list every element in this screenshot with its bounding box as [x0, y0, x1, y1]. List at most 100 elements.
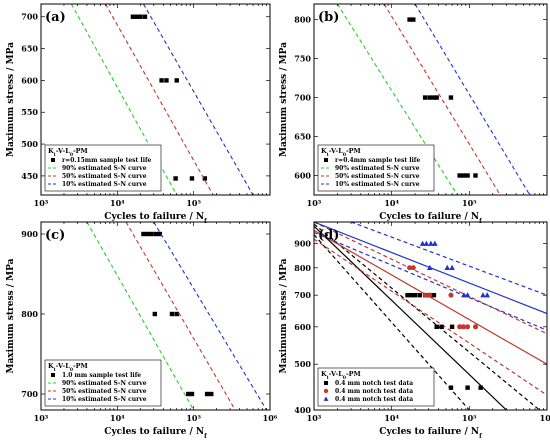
x-tick-label: 10⁴	[110, 413, 125, 423]
legend-entry: 0.4 mm notch test data	[335, 388, 413, 395]
data-point	[457, 173, 462, 178]
y-axis-label: Maximum stress / MPa	[279, 42, 289, 157]
data-point	[480, 292, 486, 298]
y-tick-label: 600	[294, 171, 311, 181]
y-tick-label: 400	[294, 405, 311, 415]
data-point	[412, 292, 418, 298]
plot-frame	[313, 3, 548, 196]
panel-3: 10³ 10⁴ 10⁵ 10⁶ 700 800 900 Cycles to failure /…	[6, 221, 278, 440]
data-point	[189, 391, 195, 397]
y-tick-label: 700	[21, 389, 38, 399]
legend-entry: 90% estimated S-N curve	[62, 380, 147, 387]
legend-entry: 50% estimated S-N curve	[335, 173, 420, 180]
y-tick-label: 600	[294, 322, 311, 332]
legend-title: Kt-V-L0-PM	[48, 362, 88, 373]
data-point	[473, 173, 478, 178]
x-tick-label: 10⁵	[462, 413, 477, 423]
data-point	[465, 324, 471, 330]
data-point	[423, 240, 430, 246]
y-tick-label: 800	[21, 309, 38, 319]
data-point	[434, 95, 439, 100]
data-point	[169, 311, 175, 317]
x-tick-label: 10⁶	[263, 413, 278, 423]
data-point	[407, 17, 412, 22]
plot-frame	[313, 221, 548, 411]
data-point	[410, 265, 416, 271]
legend-swatch	[323, 388, 329, 394]
y-axis-label: Maximum stress / MPa	[6, 42, 16, 157]
data-point	[472, 324, 478, 330]
data-point	[174, 311, 179, 317]
y-tick-label: 800	[294, 263, 311, 273]
legend-swatch	[324, 158, 328, 162]
data-point	[427, 264, 433, 270]
sn-curve-line	[153, 222, 267, 410]
y-tick-label: 750	[294, 54, 311, 64]
y-tick-label: 700	[294, 290, 311, 300]
x-axis-label-subscript: f	[479, 218, 482, 225]
data-point	[434, 324, 439, 330]
panel-label: (d)	[318, 228, 339, 243]
data-point	[209, 391, 214, 397]
data-point	[448, 95, 454, 100]
plot-frame	[40, 221, 271, 411]
data-point	[407, 265, 413, 271]
data-point	[449, 264, 455, 270]
sn-fit-line	[314, 225, 507, 410]
x-tick-label: 10⁴	[384, 413, 399, 423]
y-tick-label: 500	[21, 139, 38, 149]
data-point	[174, 78, 179, 83]
data-point	[439, 324, 444, 330]
x-tick-label: 10⁴	[110, 198, 125, 208]
x-tick-label: 10³	[34, 198, 49, 208]
sn-curve-line	[70, 4, 178, 195]
y-tick-label: 900	[294, 239, 311, 249]
data-point	[186, 391, 191, 397]
x-axis-label-subscript: f	[204, 218, 207, 225]
x-tick-label: 10⁴	[384, 198, 399, 208]
plot-frame	[40, 3, 271, 196]
sn-curve-line	[142, 4, 254, 195]
y-tick-label: 650	[294, 132, 311, 142]
panel-2: 10³ 10⁴ 10⁵ 600 650 700 750 800 Cycles to failur…	[279, 3, 548, 225]
data-point	[427, 292, 433, 298]
data-point	[419, 240, 426, 246]
legend-entry: 90% estimated S-N curve	[62, 165, 147, 172]
data-point	[478, 385, 483, 390]
legend-box	[44, 359, 162, 407]
x-tick-label: 10⁶	[540, 413, 550, 423]
data-point	[189, 176, 195, 181]
x-tick-label: 10³	[307, 198, 322, 208]
plot-area	[336, 4, 531, 195]
sn-fit-line	[314, 238, 547, 396]
plot-area	[314, 222, 547, 410]
sn-curve-line	[414, 4, 531, 195]
legend-swatch	[323, 396, 329, 401]
sn-curve-line	[86, 222, 195, 410]
panel-4: 10³ 10⁴ 10⁵ 10⁶ 400 500 600 700 800 900 Cycles to …	[279, 221, 550, 440]
legend-title: Kt-V-L0-PM	[48, 147, 88, 158]
panel-1: 10³ 10⁴ 10⁵ 450 500 550 600 650 700 Cycles to fai…	[6, 3, 271, 225]
data-point	[465, 173, 470, 178]
y-axis-label: Maximum stress / MPa	[279, 258, 289, 373]
legend-entry: 10% estimated S-N curve	[335, 181, 420, 188]
sn-curve-line	[105, 4, 214, 195]
data-point	[159, 78, 164, 83]
legend-entry: 0.4 mm notch test data	[335, 380, 413, 387]
sn-curve-line	[125, 222, 236, 410]
y-axis-label: Maximum stress / MPa	[6, 258, 16, 373]
legend-entry: r=0.4mm sample test life	[335, 157, 420, 164]
legend-swatch	[51, 373, 55, 377]
legend-swatch	[324, 381, 328, 385]
data-point	[153, 231, 159, 237]
data-point	[422, 292, 428, 298]
data-point	[448, 385, 454, 390]
y-tick-label: 600	[21, 75, 38, 85]
data-point	[465, 385, 470, 390]
sn-curve-line	[336, 4, 458, 195]
x-axis-label-subscript: f	[479, 433, 482, 440]
panel-label: (a)	[45, 10, 66, 25]
x-axis-label-subscript: f	[204, 433, 207, 440]
data-point	[145, 231, 150, 237]
